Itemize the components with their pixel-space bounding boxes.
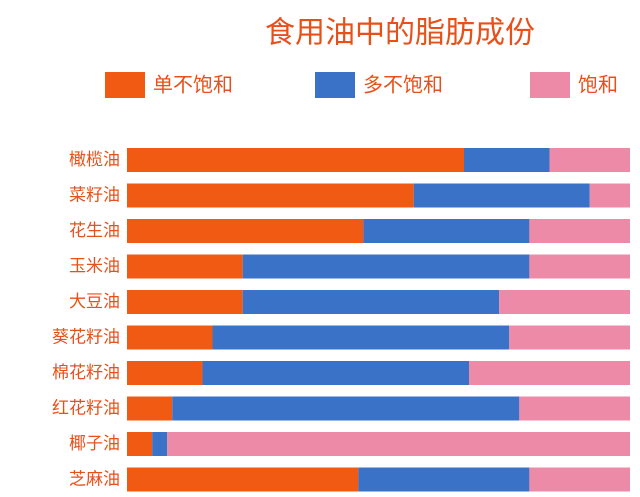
bar-segment	[413, 183, 590, 208]
bar-segment	[549, 148, 630, 172]
y-tick-label: 椰子油	[69, 434, 120, 454]
legend-label: 饱和	[578, 73, 618, 97]
y-tick-label: 玉米油	[69, 257, 120, 277]
bar-segment	[363, 219, 530, 243]
bar-segment	[589, 183, 630, 208]
y-tick-label: 橄榄油	[69, 150, 120, 170]
bar-segment	[127, 290, 243, 314]
bar-segment	[127, 254, 243, 279]
bar-segment	[127, 432, 153, 456]
y-tick-label: 芝麻油	[69, 470, 120, 490]
legend-label: 单不饱和	[153, 73, 233, 97]
y-tick-label: 葵花籽油	[52, 328, 120, 348]
bar-segment	[529, 467, 630, 492]
bar-segment	[529, 219, 630, 243]
bar-segment	[127, 325, 213, 350]
bar-segment	[242, 290, 500, 314]
bar-segment	[127, 183, 414, 208]
y-tick-label: 棉花籽油	[52, 363, 120, 383]
bar-segment	[464, 148, 550, 172]
bar-segment	[172, 396, 520, 421]
bar-segment	[167, 432, 631, 456]
y-tick-label: 菜籽油	[69, 186, 120, 206]
legend-swatch	[530, 72, 570, 98]
legend-swatch	[105, 72, 145, 98]
bar-segment	[242, 254, 530, 279]
legend-swatch	[315, 72, 355, 98]
bar-segment	[127, 361, 203, 385]
bar-segment	[152, 432, 168, 456]
y-tick-label: 花生油	[69, 221, 120, 241]
chart-title: 食用油中的脂肪成份	[265, 16, 535, 51]
y-tick-label: 大豆油	[69, 292, 120, 312]
bar-segment	[499, 290, 630, 314]
bar-segment	[127, 148, 465, 172]
bar-segment	[469, 361, 630, 385]
y-tick-label: 红花籽油	[52, 399, 120, 419]
bar-segment	[509, 325, 630, 350]
bar-segment	[529, 254, 630, 279]
bar-segment	[127, 467, 359, 492]
bar-segment	[212, 325, 510, 350]
bar-segment	[519, 396, 630, 421]
bar-segment	[127, 396, 173, 421]
bar-segment	[127, 219, 364, 243]
bar-segment	[358, 467, 530, 492]
bar-segment	[202, 361, 470, 385]
legend-label: 多不饱和	[363, 73, 443, 97]
